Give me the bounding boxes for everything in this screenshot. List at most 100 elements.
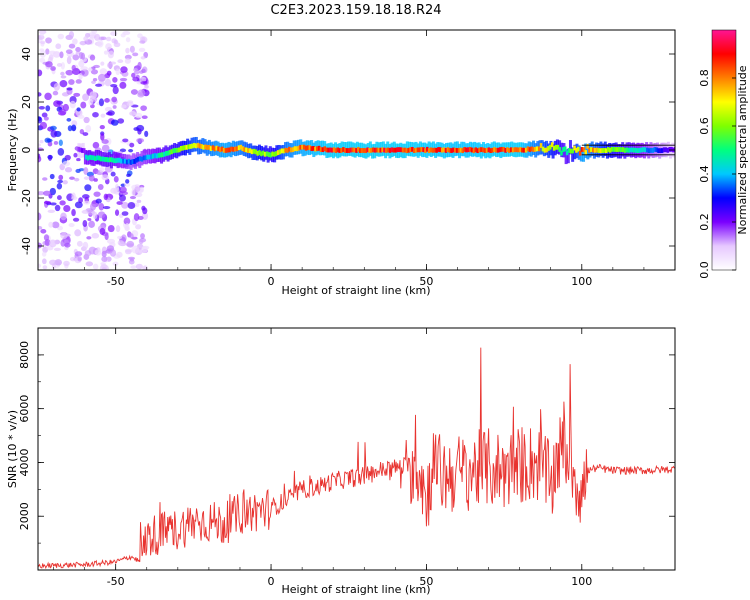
spectrogram-ridge: [647, 148, 651, 154]
spectrogram-speckle: [103, 193, 109, 201]
spectrogram-ridge: [213, 146, 216, 152]
spectrogram-ridge: [327, 147, 330, 153]
spectrogram-speckle: [118, 186, 127, 194]
spectrogram-ridge: [670, 146, 673, 152]
spectrogram-ridge: [103, 157, 106, 162]
spectrogram-ridge: [364, 148, 368, 154]
spectrogram-speckle: [66, 117, 72, 122]
spectrogram-ridge: [252, 148, 256, 154]
spectrogram-speckle: [126, 240, 135, 248]
spectrogram-ridge: [297, 145, 300, 151]
colorbar-label: Normalized spectral amplitude: [736, 65, 749, 234]
spectrogram-ridge: [131, 159, 134, 164]
spectrogram-speckle: [105, 111, 113, 116]
spectrogram-ridge: [375, 147, 379, 153]
spectrogram-ridge: [446, 147, 450, 152]
spectrogram-speckle: [92, 141, 100, 149]
spectrogram-speckle: [141, 115, 148, 120]
spectrogram-ridge: [440, 147, 444, 153]
spectrogram-halo: [571, 147, 575, 162]
spectrogram-ridge: [181, 145, 185, 151]
spectrogram-speckle: [132, 52, 139, 57]
spectrogram-ridge: [304, 145, 308, 151]
spectrogram-ridge: [232, 146, 235, 152]
spectrogram-ridge: [534, 146, 537, 152]
spectrogram-ridge: [528, 147, 532, 152]
spectrogram-speckle: [133, 213, 140, 221]
spectrogram-ridge: [386, 147, 390, 153]
spectrogram-speckle: [101, 256, 108, 263]
spectrogram-ridge: [651, 147, 655, 153]
spectrogram-speckle: [62, 180, 68, 185]
spectrogram-ridge: [217, 146, 220, 152]
spectrogram-marks: [38, 30, 675, 270]
spectrogram-speckle: [45, 61, 53, 68]
spectrogram-ridge: [109, 157, 112, 163]
spectrogram-ridge: [414, 147, 418, 153]
spectrogram-ridge: [500, 146, 504, 152]
spectrogram-ridge: [560, 150, 563, 156]
spectrogram-speckle: [38, 116, 43, 124]
spectrogram-speckle: [104, 78, 112, 87]
spectrogram-speckle: [137, 61, 142, 70]
spectrogram-speckle: [51, 221, 60, 229]
spectrogram-ridge: [301, 144, 304, 150]
spectrogram-ridge: [659, 148, 662, 154]
spectrogram-speckle: [47, 154, 53, 161]
spectrogram-ridge: [88, 154, 92, 160]
spectrogram-speckle: [129, 142, 135, 148]
spectrogram-ridge: [373, 147, 377, 153]
spectrogram-speckle: [38, 191, 45, 196]
spectrogram-ridge: [360, 148, 364, 153]
spectrogram-ridge: [237, 145, 241, 151]
spectrogram-speckle: [89, 91, 97, 99]
spectrogram-speckle: [138, 47, 146, 52]
spectrogram-ridge: [454, 147, 457, 153]
spectrogram-speckle: [117, 235, 123, 240]
spectrogram-ridge: [465, 147, 468, 153]
spectrogram-speckle: [128, 148, 134, 153]
spectrogram-speckle: [125, 37, 131, 43]
spectrogram-ridge: [578, 150, 582, 156]
spectrogram-speckle: [71, 208, 76, 217]
spectrogram-ridge: [228, 147, 231, 153]
spectrogram-ridge: [444, 148, 448, 153]
spectrogram-ridge: [502, 146, 505, 152]
spectrogram-ridge: [545, 147, 548, 153]
spectrogram-ridge: [306, 145, 310, 151]
spectrogram-speckle: [82, 93, 90, 101]
spectrogram-speckle: [130, 89, 138, 95]
spectrogram-ridge: [495, 147, 498, 153]
spectrogram-speckle: [104, 72, 111, 79]
spectrogram-ridge: [552, 145, 556, 151]
spectrogram-speckle: [69, 176, 75, 180]
spectrogram-ridge: [388, 148, 392, 153]
spectrogram-ridge: [619, 147, 623, 153]
snr-x-tick-label: -50: [107, 575, 125, 588]
spectrogram-speckle: [74, 177, 80, 182]
spectrogram-speckle: [89, 54, 96, 61]
spectrogram-speckle: [125, 179, 130, 184]
spectrogram-speckle: [92, 77, 98, 82]
spectrogram-ridge: [511, 147, 515, 153]
spectrogram-ridge: [235, 146, 239, 152]
spectrogram-speckle: [126, 173, 131, 177]
spectrogram-speckle: [42, 265, 48, 270]
spectrogram-ridge: [234, 146, 237, 152]
spectrogram-ridge: [258, 150, 261, 155]
spectrogram-speckle: [74, 251, 83, 257]
spectrogram-ridge: [135, 157, 138, 163]
spectrogram-speckle: [50, 129, 58, 138]
spectrogram-speckle: [90, 202, 97, 211]
spectrogram-ridge: [491, 147, 494, 153]
spectrogram-speckle: [115, 68, 121, 76]
spectrogram-halo: [560, 142, 564, 158]
spectrogram-ridge: [340, 147, 343, 153]
spectrogram-ridge: [627, 147, 630, 153]
spectrogram-speckle: [49, 259, 57, 266]
spectrogram-speckle: [46, 138, 53, 143]
spectrogram-ridge: [517, 147, 520, 153]
spectrogram-ridge: [267, 152, 271, 157]
spectrogram-speckle: [101, 144, 110, 153]
spectrogram-speckle: [78, 52, 84, 59]
